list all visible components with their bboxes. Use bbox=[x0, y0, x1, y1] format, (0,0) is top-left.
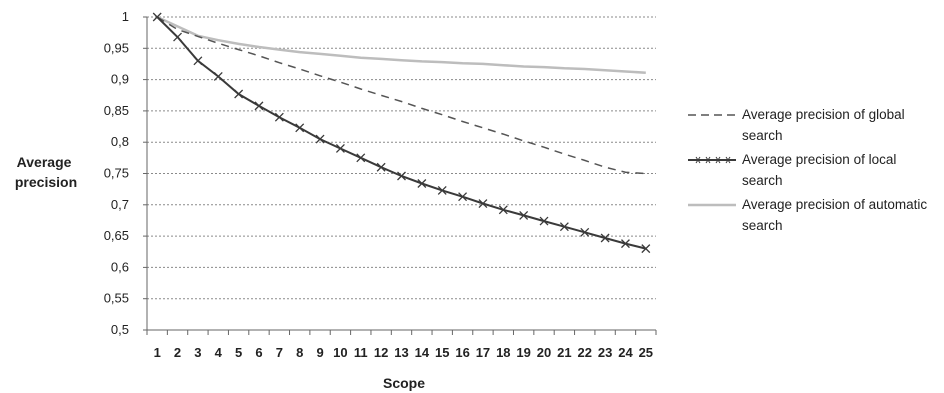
local-search-point-marker bbox=[356, 153, 366, 163]
x-tick-label: 5 bbox=[235, 345, 242, 360]
local-search-point-marker bbox=[254, 101, 264, 111]
x-tick-label: 14 bbox=[415, 345, 430, 360]
x-tick-label: 6 bbox=[255, 345, 262, 360]
y-tick-label: 0,7 bbox=[111, 197, 129, 212]
x-tick-label: 25 bbox=[639, 345, 653, 360]
x-tick-label: 24 bbox=[618, 345, 633, 360]
legend: Average precision of global search Avera… bbox=[686, 104, 936, 239]
legend-item-automatic-search: Average precision of automatic search bbox=[686, 194, 936, 239]
x-tick-label: 3 bbox=[194, 345, 201, 360]
local-search-point-marker bbox=[580, 227, 590, 237]
x-tick-label: 22 bbox=[578, 345, 592, 360]
local-search-point-marker bbox=[621, 239, 630, 249]
x-tick-label: 13 bbox=[394, 345, 408, 360]
x-tick-label: 19 bbox=[516, 345, 530, 360]
legend-item-global-search: Average precision of global search bbox=[686, 104, 936, 149]
local-search-point-marker bbox=[559, 222, 569, 232]
x-tick-label: 21 bbox=[557, 345, 571, 360]
local-search-point-marker bbox=[274, 112, 284, 122]
x-tick-label: 18 bbox=[496, 345, 510, 360]
local-search-point-marker bbox=[213, 72, 223, 81]
x-tick-label: 4 bbox=[215, 345, 223, 360]
y-tick-label: 0,5 bbox=[111, 322, 129, 337]
x-tick-label: 8 bbox=[296, 345, 303, 360]
local-search-point-marker bbox=[173, 32, 182, 42]
legend-item-local-search: Average precision of local search bbox=[686, 149, 936, 194]
y-tick-label: 1 bbox=[122, 9, 129, 24]
local-search-point-marker bbox=[519, 210, 529, 220]
x-tick-label: 23 bbox=[598, 345, 612, 360]
local-search-point-marker bbox=[315, 134, 325, 144]
y-tick-label: 0,75 bbox=[104, 166, 129, 181]
y-tick-label: 0,9 bbox=[111, 72, 129, 87]
y-tick-label: 0,8 bbox=[111, 134, 129, 149]
x-tick-label: 1 bbox=[154, 345, 161, 360]
x-tick-labels: 1 2 3 4 5 6 7 8 9 10 11 12 13 14 15 16 17 18 19 20 21 22 23 24 2… bbox=[154, 345, 653, 360]
series-line-2 bbox=[156, 15, 646, 74]
x-tick-label: 7 bbox=[276, 345, 283, 360]
x-tick-label: 12 bbox=[374, 345, 388, 360]
local-search-point-marker bbox=[193, 56, 203, 66]
series-line-1 bbox=[156, 16, 647, 250]
legend-swatch-dashed bbox=[688, 114, 736, 116]
axes bbox=[143, 16, 657, 335]
local-search-point-marker bbox=[152, 12, 162, 22]
legend-label-global-search: Average precision of global search bbox=[742, 107, 905, 143]
y-tick-label: 0,85 bbox=[104, 103, 129, 118]
local-search-point-marker bbox=[295, 123, 305, 133]
local-search-point-marker bbox=[600, 233, 610, 243]
y-tick-label: 0,55 bbox=[104, 291, 129, 306]
x-tick-label: 2 bbox=[174, 345, 181, 360]
local-search-point-marker bbox=[641, 244, 651, 254]
local-search-point-marker bbox=[376, 162, 386, 172]
local-search-point-marker bbox=[417, 179, 427, 188]
x-tick-label: 16 bbox=[455, 345, 469, 360]
local-search-point-marker bbox=[458, 192, 468, 202]
legend-swatch-cross bbox=[688, 156, 736, 164]
x-tick-label: 9 bbox=[316, 345, 323, 360]
local-search-point-marker bbox=[478, 199, 488, 209]
local-search-point-marker bbox=[437, 185, 447, 195]
local-search-point-marker bbox=[234, 89, 244, 99]
legend-label-automatic-search: Average precision of automatic search bbox=[742, 197, 928, 233]
y-axis-title-line-2: precision bbox=[15, 174, 77, 190]
local-search-point-marker bbox=[539, 216, 549, 226]
y-tick-labels: 0,5 0,55 0,6 0,65 0,7 0,75 0,8 0,85 0,9 0,95 1 bbox=[104, 9, 129, 337]
local-search-point-marker bbox=[498, 205, 508, 215]
y-axis-title: Average precision bbox=[15, 154, 77, 190]
series-lines bbox=[152, 12, 651, 254]
x-axis-title: Scope bbox=[383, 375, 425, 391]
y-tick-label: 0,95 bbox=[104, 40, 129, 55]
x-tick-label: 11 bbox=[354, 345, 368, 360]
y-tick-label: 0,6 bbox=[111, 259, 129, 274]
x-tick-label: 15 bbox=[435, 345, 449, 360]
x-tick-label: 17 bbox=[476, 345, 490, 360]
x-tick-label: 10 bbox=[333, 345, 347, 360]
legend-label-local-search: Average precision of local search bbox=[742, 152, 897, 188]
legend-swatch-solid-light bbox=[688, 203, 736, 207]
series-line-0 bbox=[156, 16, 646, 175]
y-axis-title-line-1: Average bbox=[17, 154, 72, 170]
local-search-point-marker bbox=[397, 171, 406, 181]
local-search-point-marker bbox=[335, 144, 345, 153]
x-tick-label: 20 bbox=[537, 345, 551, 360]
y-tick-label: 0,65 bbox=[104, 228, 129, 243]
gridlines bbox=[147, 16, 656, 331]
